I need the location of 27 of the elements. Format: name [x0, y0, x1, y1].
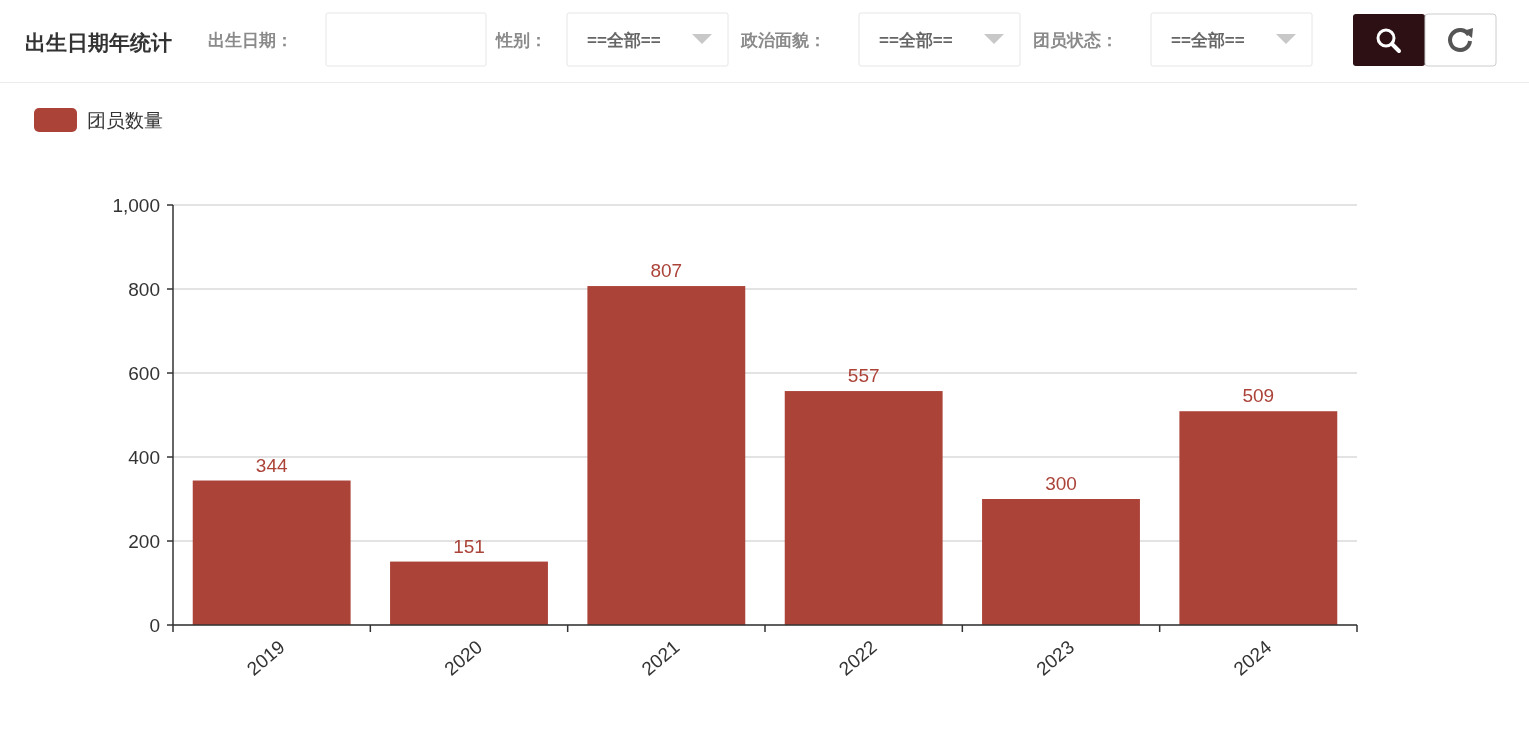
- data-label: 344: [255, 454, 288, 476]
- text: ==全部==: [1171, 31, 1245, 50]
- data-label: 300: [1045, 473, 1077, 494]
- data-label: 509: [1242, 385, 1275, 407]
- text: 团员状态：: [1033, 31, 1118, 50]
- y-tick-label: 1,000: [112, 194, 160, 216]
- bar: [192, 480, 351, 625]
- text: ==全部==: [879, 31, 953, 50]
- y-tick-label: 200: [128, 530, 160, 552]
- y-tick-label: 800: [128, 278, 160, 300]
- y-tick-label: 600: [128, 362, 160, 384]
- y-tick-label: 0: [149, 614, 160, 636]
- bar: [390, 561, 548, 625]
- chart-title: 出生日期年统计: [25, 31, 172, 54]
- text: 政治面貌：: [740, 31, 826, 50]
- data-label: 807: [650, 260, 683, 282]
- text: 出生日期：: [208, 31, 293, 50]
- bar: [784, 391, 943, 625]
- bar: [587, 286, 746, 625]
- legend-label: 团员数量: [87, 110, 163, 131]
- y-tick-label: 400: [128, 446, 160, 468]
- text: 性别：: [495, 31, 547, 50]
- bar: [1179, 411, 1338, 625]
- text: ==全部==: [587, 31, 661, 50]
- bar: [982, 499, 1140, 625]
- data-label: 151: [453, 535, 485, 557]
- data-label: 557: [847, 365, 880, 387]
